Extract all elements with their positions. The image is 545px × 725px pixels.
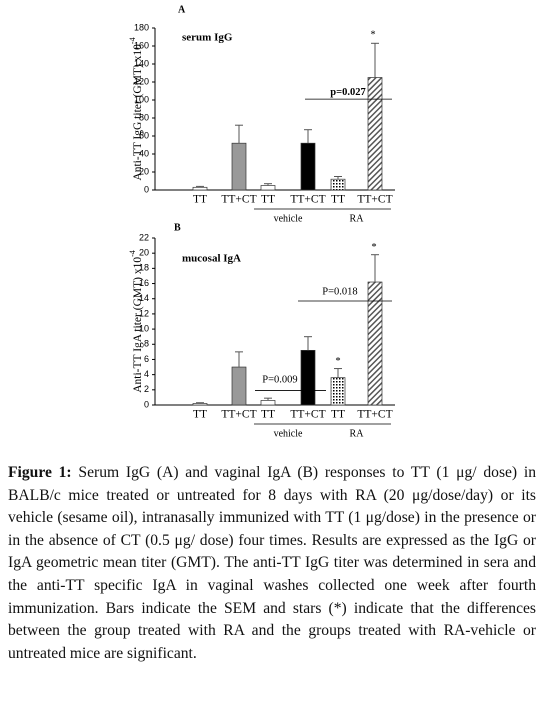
panel-label: B <box>174 222 181 233</box>
x-tick-label: TT+CT <box>290 409 325 421</box>
caption-label: Figure 1: <box>8 464 72 481</box>
bar <box>260 400 276 406</box>
group-label: RA <box>350 428 365 439</box>
annotation: * <box>335 356 340 367</box>
bar <box>330 178 346 191</box>
y-tick-label: 10 <box>139 323 149 333</box>
y-tick-label: 2 <box>144 384 149 394</box>
y-tick-label: 20 <box>139 248 149 258</box>
y-axis-label: Anti-TT IgA titer (GMT) x10-4 <box>128 250 144 393</box>
y-tick-label: 18 <box>139 263 149 273</box>
y-tick-label: 180 <box>134 22 149 32</box>
x-tick-label: TT <box>261 194 275 206</box>
y-tick-label: 160 <box>134 40 149 50</box>
bar <box>330 377 346 406</box>
group-label: vehicle <box>274 428 303 439</box>
y-axis-label-exponent: -4 <box>128 250 137 257</box>
x-tick-label: TT+CT <box>221 194 256 206</box>
annotation: * <box>370 30 375 41</box>
y-tick-label: 140 <box>134 58 149 68</box>
y-axis-label-exponent: -4 <box>128 37 137 44</box>
bar <box>367 77 383 191</box>
x-tick-label: TT+CT <box>357 194 392 206</box>
bar <box>260 185 276 191</box>
annotation: * <box>371 242 376 253</box>
annotation: P=0.018 <box>322 286 357 297</box>
x-tick-label: TT+CT <box>290 194 325 206</box>
y-tick-label: 8 <box>144 339 149 349</box>
y-tick-label: 20 <box>139 166 149 176</box>
x-tick-label: TT+CT <box>357 409 392 421</box>
x-tick-label: TT+CT <box>221 409 256 421</box>
subtitle: serum IgG <box>182 32 233 44</box>
x-tick-label: TT <box>331 409 345 421</box>
caption: Figure 1: Serum IgG (A) and vaginal IgA … <box>8 462 536 665</box>
y-tick-label: 120 <box>134 76 149 86</box>
x-tick-label: TT <box>193 194 207 206</box>
y-tick-label: 100 <box>134 94 149 104</box>
bar <box>231 366 247 406</box>
y-tick-label: 22 <box>139 232 149 242</box>
y-tick-label: 0 <box>144 184 149 194</box>
y-tick-label: 0 <box>144 399 149 409</box>
caption-text: Serum IgG (A) and vaginal IgA (B) respon… <box>8 464 537 662</box>
group-label: vehicle <box>274 213 303 224</box>
y-axis-label: Anti-TT IgG titer (GMT) x10-4 <box>128 37 144 180</box>
y-tick-label: 6 <box>144 354 149 364</box>
y-tick-label: 16 <box>139 278 149 288</box>
x-tick-label: TT <box>261 409 275 421</box>
y-tick-label: 12 <box>139 308 149 318</box>
y-axis-label-text: Anti-TT IgA titer (GMT) x10 <box>132 257 144 393</box>
y-tick-label: 14 <box>139 293 149 303</box>
x-tick-label: TT <box>193 409 207 421</box>
panel-label: A <box>178 4 186 15</box>
bar <box>231 142 247 191</box>
y-tick-label: 4 <box>144 369 149 379</box>
bar <box>367 281 383 406</box>
annotation: p=0.027 <box>330 87 365 98</box>
group-label: RA <box>350 213 365 224</box>
bar <box>300 349 316 406</box>
y-tick-label: 40 <box>139 148 149 158</box>
y-tick-label: 60 <box>139 130 149 140</box>
x-tick-label: TT <box>331 194 345 206</box>
bar <box>300 142 316 191</box>
bar <box>192 186 208 191</box>
subtitle: mucosal IgA <box>182 253 241 265</box>
y-tick-label: 80 <box>139 112 149 122</box>
annotation: P=0.009 <box>262 374 297 385</box>
y-axis-label-text: Anti-TT IgG titer (GMT) x10 <box>132 44 144 181</box>
bar <box>192 403 208 406</box>
